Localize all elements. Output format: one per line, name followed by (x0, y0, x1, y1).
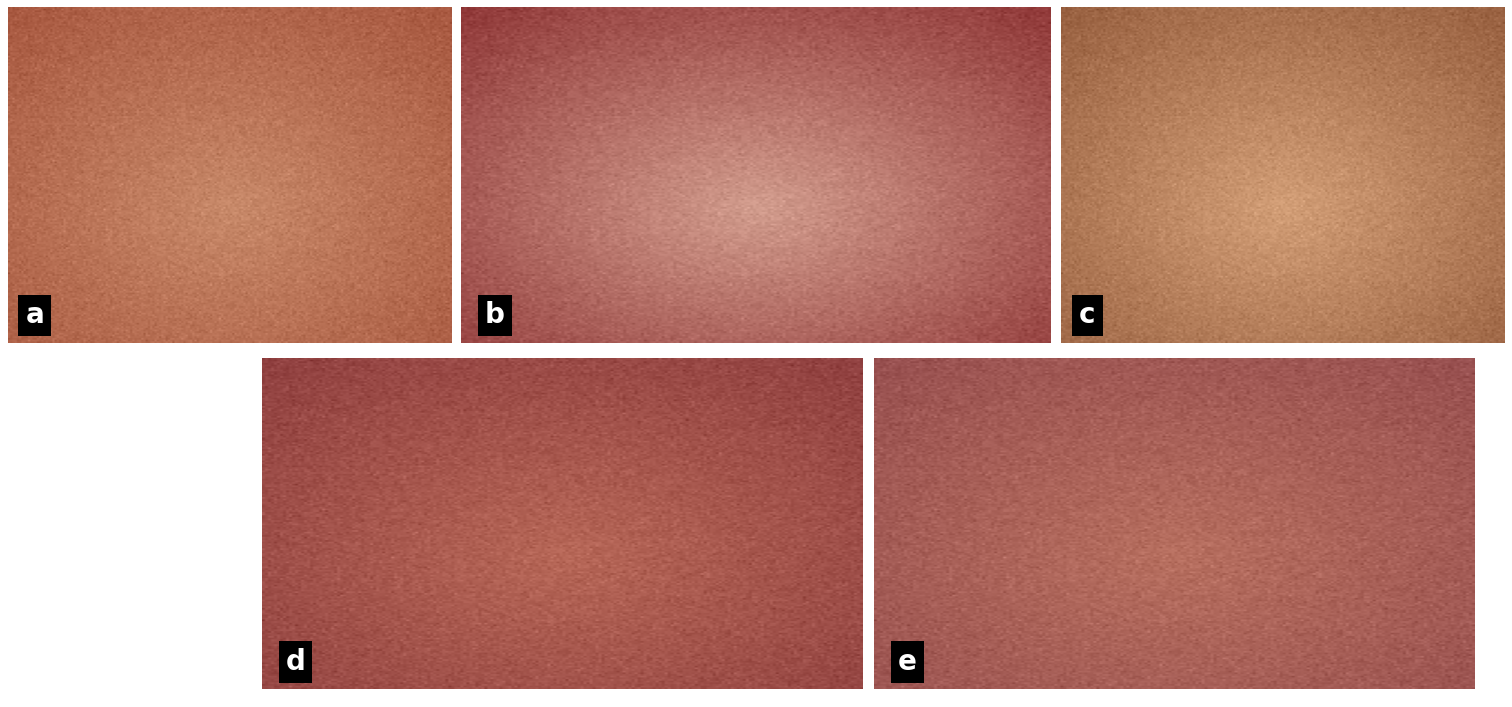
Text: c: c (1080, 301, 1096, 329)
Text: b: b (485, 301, 505, 329)
Text: d: d (286, 648, 305, 676)
Text: e: e (898, 648, 916, 676)
Text: a: a (26, 301, 44, 329)
